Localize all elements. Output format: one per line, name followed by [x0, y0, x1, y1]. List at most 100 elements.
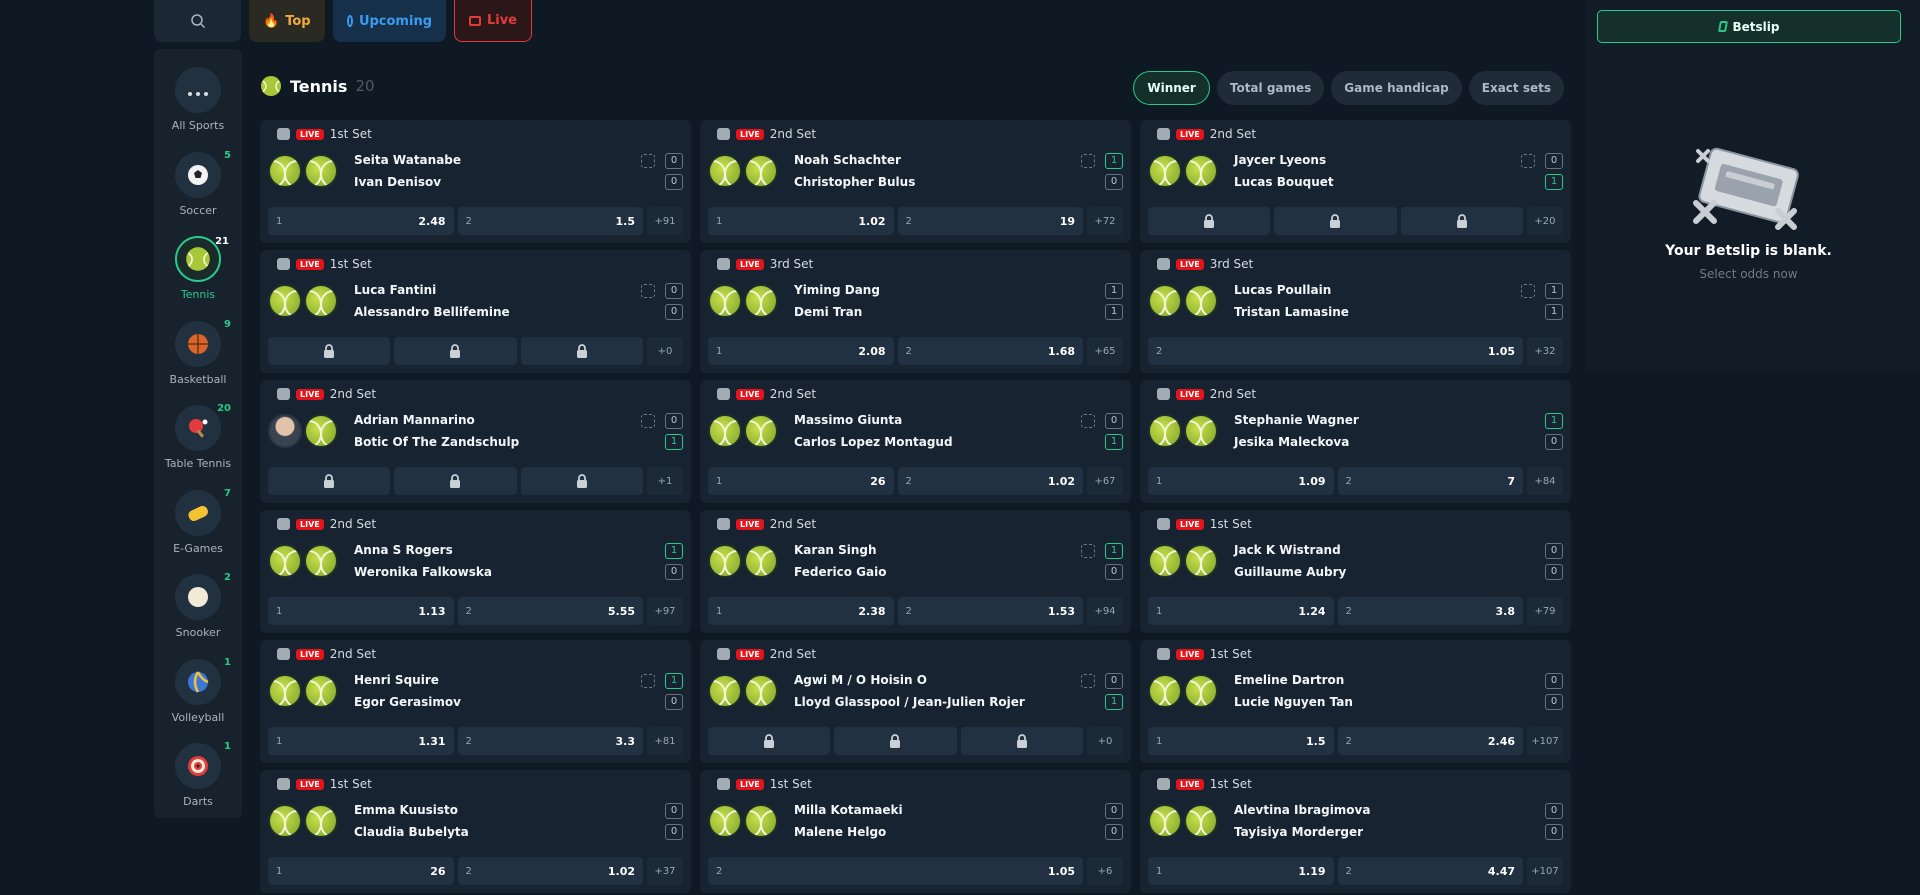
- odd-value: 1.05: [1047, 864, 1075, 878]
- odd-value: 2.46: [1487, 734, 1515, 748]
- sidebar-item-volleyball[interactable]: 1 Volleyball: [154, 657, 242, 724]
- set-score: 0: [1105, 672, 1123, 689]
- odd-button-1[interactable]: 1 1.13: [268, 597, 454, 625]
- odd-button-2[interactable]: 2 1.05: [1148, 337, 1523, 365]
- sidebar-item-soccer[interactable]: 5 Soccer: [154, 150, 242, 217]
- sidebar-item-darts[interactable]: 1 Darts: [154, 741, 242, 808]
- odd-button-1[interactable]: 1 26: [268, 857, 454, 885]
- betslip-button[interactable]: Betslip: [1597, 10, 1901, 43]
- match-card[interactable]: LIVE 1st Set Emma Kuusisto Claudia Bubelyta…: [260, 770, 691, 893]
- sidebar-item-e-games[interactable]: 7 E-Games: [154, 488, 242, 555]
- odd-button-2[interactable]: 2 1.68: [897, 337, 1083, 365]
- match-card[interactable]: LIVE 1st Set Seita Watanabe Ivan Denisov 0 0 1…: [260, 120, 691, 243]
- tab-top[interactable]: 🔥 Top: [249, 0, 325, 42]
- search-button[interactable]: [154, 0, 241, 42]
- locked-odd-button[interactable]: [394, 467, 517, 495]
- match-card[interactable]: LIVE 3rd Set Lucas Poullain Tristan Lamasin…: [1140, 250, 1571, 373]
- odd-button-2[interactable]: 2 1.53: [897, 597, 1083, 625]
- match-card[interactable]: LIVE 2nd Set Anna S Rogers Weronika Falkows…: [260, 510, 691, 633]
- match-card[interactable]: LIVE 1st Set Jack K Wistrand Guillaume Aubr…: [1140, 510, 1571, 633]
- odd-button-2[interactable]: 2 2.46: [1337, 727, 1523, 755]
- more-markets-button[interactable]: +0: [646, 337, 683, 365]
- tab-live[interactable]: Live: [454, 0, 532, 42]
- odd-button-1[interactable]: 1 1.24: [1148, 597, 1334, 625]
- sidebar-item-table-tennis[interactable]: 20 Table Tennis: [154, 403, 242, 470]
- odd-button-1[interactable]: 1 2.38: [708, 597, 894, 625]
- locked-odd-button[interactable]: [834, 727, 957, 755]
- more-markets-button[interactable]: +94: [1087, 597, 1123, 625]
- more-markets-button[interactable]: +6: [1087, 857, 1123, 885]
- odd-button-2[interactable]: 2 1.02: [457, 857, 643, 885]
- odd-outcome: 2: [465, 735, 472, 747]
- odd-button-1[interactable]: 1 1.02: [708, 207, 894, 235]
- match-card[interactable]: LIVE 2nd Set Noah Schachter Christopher Bul…: [700, 120, 1131, 243]
- odd-button-2[interactable]: 2 3.8: [1337, 597, 1523, 625]
- odd-button-2[interactable]: 2 5.55: [457, 597, 643, 625]
- match-card[interactable]: LIVE 2nd Set Karan Singh Federico Gaio 1 0 1 2.…: [700, 510, 1131, 633]
- odd-button-1[interactable]: 1 2.08: [708, 337, 894, 365]
- locked-odd-button[interactable]: [268, 467, 391, 495]
- more-markets-button[interactable]: +79: [1527, 597, 1563, 625]
- odd-button-2[interactable]: 2 19: [897, 207, 1083, 235]
- empty-betslip-illustration: [1693, 147, 1799, 230]
- odd-button-2[interactable]: 2 1.5: [457, 207, 643, 235]
- odd-button-2[interactable]: 2 1.05: [708, 857, 1083, 885]
- more-markets-button[interactable]: +32: [1527, 337, 1563, 365]
- sidebar-item-snooker[interactable]: 2 Snooker: [154, 572, 242, 639]
- match-card[interactable]: LIVE 2nd Set Stephanie Wagner Jesika Maleck…: [1140, 380, 1571, 503]
- locked-odd-button[interactable]: [268, 337, 391, 365]
- more-markets-button[interactable]: +81: [647, 727, 683, 755]
- match-card[interactable]: LIVE 1st Set Alevtina Ibragimova Tayisiya M…: [1140, 770, 1571, 893]
- more-markets-button[interactable]: +65: [1087, 337, 1123, 365]
- match-card[interactable]: LIVE 2nd Set Agwi M / O Hoisin O Lloyd Glas…: [700, 640, 1131, 763]
- locked-odd-button[interactable]: [1148, 207, 1271, 235]
- more-markets-button[interactable]: +20: [1526, 207, 1563, 235]
- market-tab-exact-sets[interactable]: Exact sets: [1468, 71, 1564, 105]
- locked-odd-button[interactable]: [1274, 207, 1397, 235]
- sidebar-item-all-sports[interactable]: All Sports: [154, 67, 242, 132]
- more-markets-button[interactable]: +37: [647, 857, 683, 885]
- more-markets-button[interactable]: +107: [1527, 727, 1563, 755]
- odd-button-1[interactable]: 1 26: [708, 467, 894, 495]
- odd-button-1[interactable]: 1 1.5: [1148, 727, 1334, 755]
- sidebar-item-basketball[interactable]: 9 Basketball: [154, 319, 242, 386]
- more-markets-button[interactable]: +107: [1527, 857, 1563, 885]
- market-tab-winner[interactable]: Winner: [1133, 71, 1210, 105]
- match-card[interactable]: LIVE 1st Set Luca Fantini Alessandro Bellif…: [260, 250, 691, 373]
- odd-button-2[interactable]: 2 4.47: [1337, 857, 1523, 885]
- match-card[interactable]: LIVE 2nd Set Henri Squire Egor Gerasimov 1 0 1…: [260, 640, 691, 763]
- more-markets-button[interactable]: +91: [647, 207, 683, 235]
- market-tab-game-handicap[interactable]: Game handicap: [1331, 71, 1462, 105]
- locked-odd-button[interactable]: [394, 337, 517, 365]
- match-card[interactable]: LIVE 2nd Set Adrian Mannarino Botic Of The …: [260, 380, 691, 503]
- locked-odd-button[interactable]: [708, 727, 831, 755]
- more-markets-button[interactable]: +84: [1527, 467, 1563, 495]
- more-markets-button[interactable]: +72: [1087, 207, 1123, 235]
- more-markets-button[interactable]: +1: [646, 467, 683, 495]
- tab-upcoming[interactable]: Upcoming: [333, 0, 446, 42]
- more-markets-button[interactable]: +97: [647, 597, 683, 625]
- odd-button-2[interactable]: 2 1.02: [897, 467, 1083, 495]
- locked-odd-button[interactable]: [520, 467, 643, 495]
- locked-odd-button[interactable]: [1400, 207, 1523, 235]
- match-card[interactable]: LIVE 2nd Set Jaycer Lyeons Lucas Bouquet 0 1 +…: [1140, 120, 1571, 243]
- player-1-name: Milla Kotamaeki: [794, 803, 903, 817]
- match-card[interactable]: LIVE 3rd Set Yiming Dang Demi Tran 1 1 1 2.08 2 1…: [700, 250, 1131, 373]
- tennis-ball-icon: [708, 414, 742, 448]
- sidebar-item-tennis[interactable]: 21 Tennis: [154, 236, 242, 301]
- market-tab-total-games[interactable]: Total games: [1216, 71, 1325, 105]
- more-markets-button[interactable]: +0: [1086, 727, 1123, 755]
- odd-button-1[interactable]: 1 1.09: [1148, 467, 1334, 495]
- match-card[interactable]: LIVE 1st Set Milla Kotamaeki Malene Helgo 0 0…: [700, 770, 1131, 893]
- odd-button-2[interactable]: 2 3.3: [457, 727, 643, 755]
- odd-button-1[interactable]: 1 2.48: [268, 207, 454, 235]
- odd-button-1[interactable]: 1 1.31: [268, 727, 454, 755]
- locked-odd-button[interactable]: [960, 727, 1083, 755]
- match-card[interactable]: LIVE 2nd Set Massimo Giunta Carlos Lopez Mo…: [700, 380, 1131, 503]
- odd-button-1[interactable]: 1 1.19: [1148, 857, 1334, 885]
- locked-odd-button[interactable]: [520, 337, 643, 365]
- more-markets-button[interactable]: +67: [1087, 467, 1123, 495]
- match-card[interactable]: LIVE 1st Set Emeline Dartron Lucie Nguyen T…: [1140, 640, 1571, 763]
- fire-icon: 🔥: [263, 13, 280, 29]
